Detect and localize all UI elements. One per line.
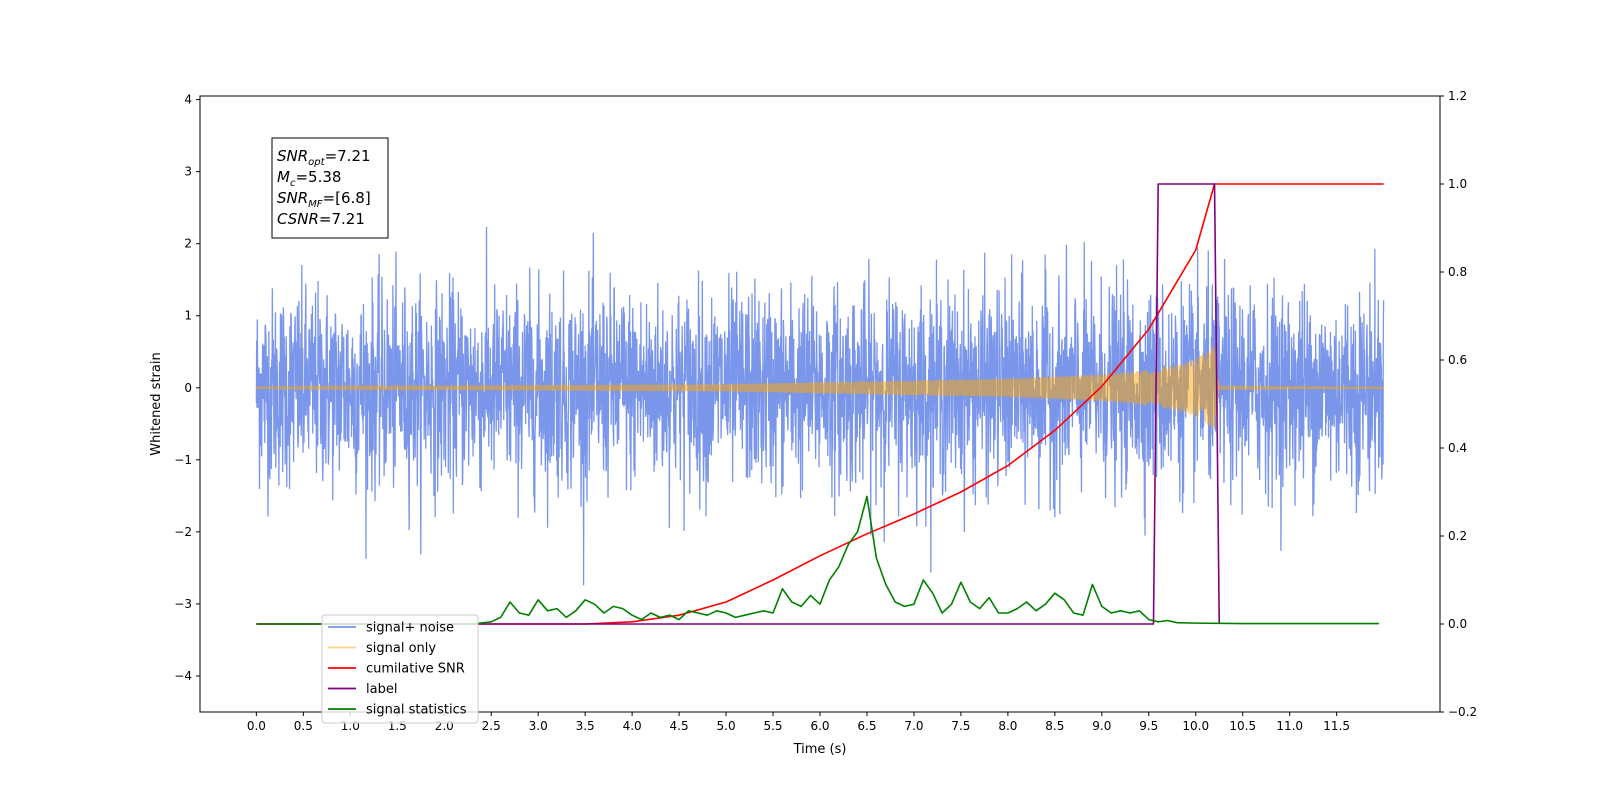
legend-label: signal+ noise xyxy=(366,621,454,636)
y-tick-label: 0 xyxy=(184,381,192,395)
y-tick-label: 2 xyxy=(184,237,192,251)
annotation-line: CSNR=7.21 xyxy=(277,210,365,228)
y-tick-label: 3 xyxy=(184,165,192,179)
y-tick-label: 4 xyxy=(184,93,192,107)
x-tick-label: 0.5 xyxy=(294,719,313,733)
y2-tick-label: 0.6 xyxy=(1448,353,1467,367)
x-axis: 0.0 0.5 1.0 1.5 2.0 2.5 3.0 3.5 4.0 4.5 5.0 5.5 6.0 6… xyxy=(247,712,1350,733)
legend-frame xyxy=(321,614,479,724)
y-axis-left: 4 3 2 1 0 −1 −2 −3 −4 xyxy=(174,93,200,683)
x-tick-label: 5.5 xyxy=(763,719,782,733)
x-tick-label: 6.0 xyxy=(810,719,829,733)
x-tick-label: 9.5 xyxy=(1139,719,1158,733)
x-axis-label: Time (s) xyxy=(793,742,847,757)
x-tick-label: 3.5 xyxy=(576,719,595,733)
legend-label: signal only xyxy=(366,641,436,656)
y2-tick-label: 1.2 xyxy=(1448,89,1467,103)
y2-tick-label: −0.2 xyxy=(1448,705,1477,719)
x-tick-label: 3.0 xyxy=(529,719,548,733)
x-tick-label: 7.5 xyxy=(951,719,970,733)
y-axis-right: 1.2 1.0 0.8 0.6 0.4 0.2 0.0 −0.2 xyxy=(1440,89,1477,719)
annotation-frame xyxy=(271,137,389,239)
plot-area xyxy=(255,183,1385,625)
x-tick-label: 5.0 xyxy=(717,719,736,733)
y-tick-label: 1 xyxy=(184,309,192,323)
y-tick-label: −3 xyxy=(174,597,192,611)
x-tick-label: 10.0 xyxy=(1182,719,1209,733)
legend-label: signal statistics xyxy=(366,703,467,718)
y-tick-label: −1 xyxy=(174,453,192,467)
x-tick-label: 7.0 xyxy=(904,719,923,733)
series-label xyxy=(256,183,1221,625)
x-tick-label: 8.5 xyxy=(1045,719,1064,733)
annotation-line: SNRMF=[6.8] xyxy=(277,189,371,210)
x-tick-label: 11.0 xyxy=(1276,719,1303,733)
y2-tick-label: 0.4 xyxy=(1448,441,1467,455)
x-tick-label: 10.5 xyxy=(1229,719,1256,733)
y2-tick-label: 0.8 xyxy=(1448,265,1467,279)
x-tick-label: 11.5 xyxy=(1323,719,1350,733)
x-tick-label: 2.5 xyxy=(482,719,501,733)
x-tick-label: 0.0 xyxy=(247,719,266,733)
annotation-line: SNRopt=7.21 xyxy=(277,147,371,168)
x-tick-label: 9.0 xyxy=(1092,719,1111,733)
x-tick-label: 4.0 xyxy=(623,719,642,733)
legend-label: label xyxy=(366,682,397,697)
series-signal-only xyxy=(255,345,1385,429)
x-tick-label: 6.5 xyxy=(857,719,876,733)
series-signal-statistics xyxy=(256,495,1379,625)
x-tick-label: 8.0 xyxy=(998,719,1017,733)
y2-tick-label: 0.0 xyxy=(1448,617,1467,631)
y-tick-label: −4 xyxy=(174,669,192,683)
y2-tick-label: 1.0 xyxy=(1448,177,1467,191)
legend-label: cumilative SNR xyxy=(366,662,465,677)
annotation-line: Mc=5.38 xyxy=(277,168,341,189)
y-tick-label: −2 xyxy=(174,525,192,539)
y-axis-label: Whitened strain xyxy=(149,352,164,455)
y2-tick-label: 0.2 xyxy=(1448,529,1467,543)
legend: signal+ noise signal only cumilative SNR la… xyxy=(321,614,479,724)
x-tick-label: 4.5 xyxy=(670,719,689,733)
